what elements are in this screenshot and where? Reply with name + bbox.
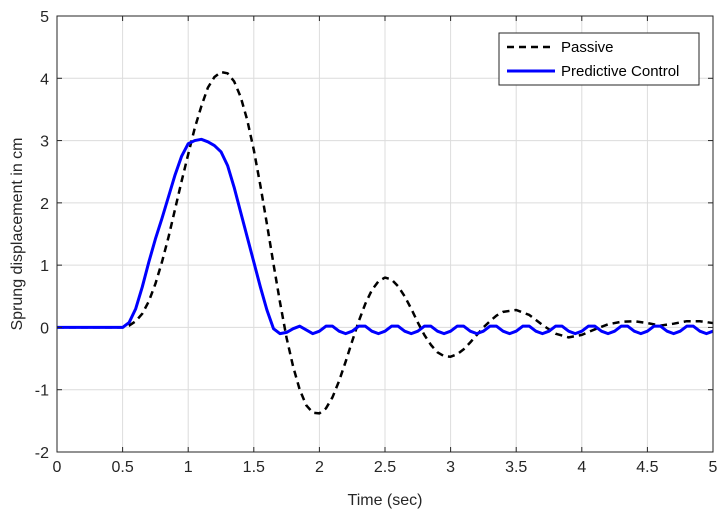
y-tick-label: 5	[40, 9, 49, 26]
x-tick-label: 4.5	[636, 459, 658, 476]
y-tick-label: 0	[40, 320, 49, 337]
x-tick-label: 1.5	[243, 459, 265, 476]
series-line-predictive-control	[57, 137, 714, 336]
x-tick-label: 0	[53, 459, 62, 476]
legend-label: Passive	[561, 39, 614, 56]
x-tick-label: 4	[577, 459, 586, 476]
y-tick-label: 1	[40, 258, 49, 275]
series-layer	[57, 70, 714, 415]
x-axis-label: Time (sec)	[348, 492, 423, 509]
x-tick-label: 0.5	[111, 459, 133, 476]
x-tick-label: 2.5	[374, 459, 396, 476]
x-axis: 0 0.5 1 1.5 2 2.5 3 3.5 4 4.5 5	[53, 16, 718, 476]
x-tick-label: 2	[315, 459, 324, 476]
legend-label: Predictive Control	[561, 63, 679, 80]
y-tick-label: 4	[40, 71, 49, 88]
y-axis-label: Sprung displacement in cm	[9, 138, 26, 331]
legend-box	[498, 32, 700, 86]
y-tick-label: 2	[40, 196, 49, 213]
x-tick-label: 5	[709, 459, 718, 476]
x-tick-label: 1	[184, 459, 193, 476]
legend: Passive Predictive Control	[498, 32, 700, 86]
y-tick-label: 3	[40, 134, 49, 151]
y-tick-label: -2	[35, 445, 49, 462]
x-tick-label: 3	[446, 459, 455, 476]
x-tick-label: 3.5	[505, 459, 527, 476]
y-tick-label: -1	[35, 383, 49, 400]
y-axis: -2 -1 0 1 2 3 4 5	[35, 9, 713, 462]
